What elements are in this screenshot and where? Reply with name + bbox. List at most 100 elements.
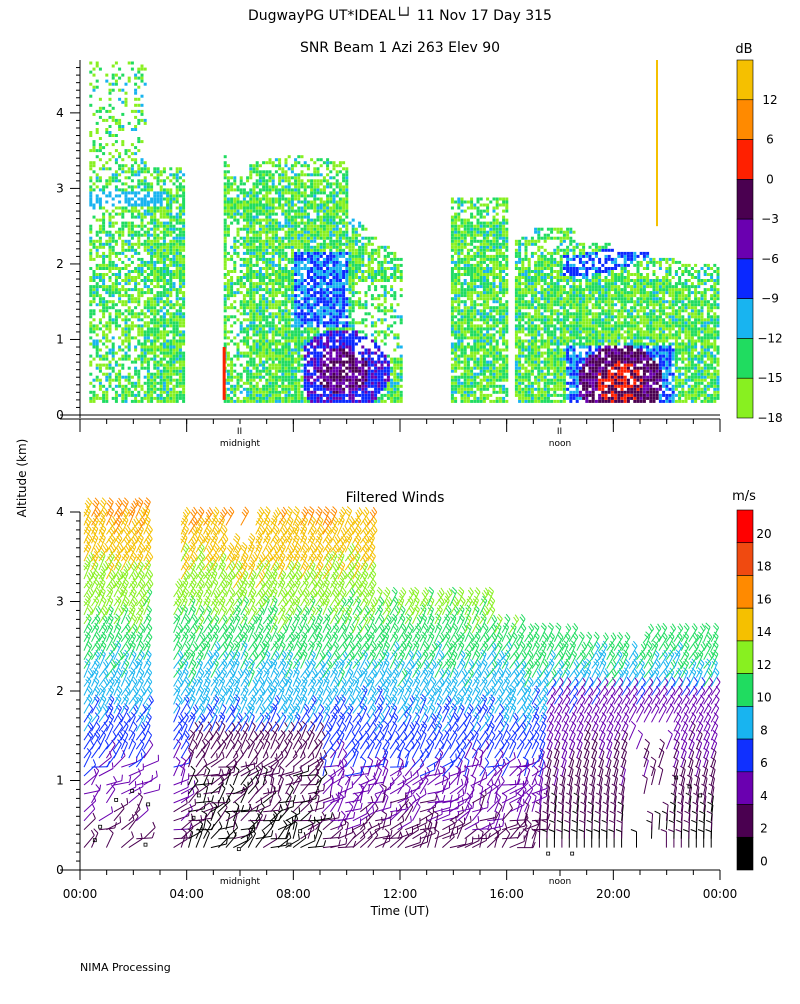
snr-cell — [236, 194, 240, 198]
snr-cell — [162, 273, 166, 276]
snr-cell — [89, 360, 93, 364]
snr-cell — [329, 245, 333, 249]
snr-cell — [265, 215, 269, 219]
snr-cell — [92, 161, 96, 165]
snr-cell — [262, 273, 266, 276]
snr-cell — [159, 342, 163, 346]
snr-cell — [255, 233, 259, 237]
snr-cell — [322, 330, 326, 334]
snr-cell — [255, 306, 259, 310]
snr-cell — [108, 221, 112, 225]
snr-cell — [354, 254, 358, 258]
snr-cell — [252, 342, 256, 346]
snr-cell — [271, 378, 275, 382]
snr-cell — [134, 312, 138, 316]
snr-cell — [156, 375, 160, 379]
snr-cell — [332, 194, 336, 198]
snr-cell — [182, 245, 186, 249]
snr-cell — [143, 300, 147, 304]
snr-cell — [114, 312, 118, 316]
snr-cell — [143, 339, 147, 343]
snr-cell — [230, 221, 234, 225]
snr-cell — [457, 303, 461, 307]
snr-cell — [290, 221, 294, 225]
snr-cell — [329, 384, 333, 388]
snr-cell — [143, 375, 147, 379]
snr-cell — [335, 330, 339, 334]
snr-cell — [358, 221, 362, 225]
snr-cell — [127, 224, 131, 228]
snr-cell — [159, 197, 163, 201]
snr-cell — [460, 288, 464, 292]
snr-cell — [233, 182, 237, 186]
snr-cell — [310, 297, 314, 301]
snr-cell — [230, 360, 234, 364]
snr-cell — [252, 303, 256, 307]
snr-cell — [172, 360, 176, 364]
snr-cell — [274, 300, 278, 304]
snr-cell — [319, 321, 323, 325]
snr-cell — [153, 336, 157, 340]
snr-cell — [460, 384, 464, 388]
snr-cell — [153, 315, 157, 319]
snr-cell — [246, 206, 250, 210]
snr-cell — [377, 309, 381, 313]
snr-cell — [166, 387, 170, 391]
snr-cell — [239, 263, 243, 267]
snr-cell — [236, 209, 240, 213]
snr-cell — [278, 254, 282, 258]
snr-cell — [342, 309, 346, 313]
snr-cell — [278, 348, 282, 352]
snr-cell — [89, 227, 93, 231]
snr-cell — [338, 357, 342, 361]
snr-cell — [130, 300, 134, 304]
snr-cell — [294, 336, 298, 340]
snr-cell — [262, 288, 266, 292]
snr-cell — [457, 251, 461, 255]
snr-cell — [242, 260, 246, 264]
snr-cell — [127, 170, 131, 174]
snr-cell — [332, 260, 336, 264]
snr-cell — [265, 318, 269, 322]
snr-cell — [89, 161, 93, 165]
snr-cell — [153, 209, 157, 213]
snr-cell — [380, 372, 384, 376]
snr-cell — [380, 378, 384, 382]
snr-cell — [351, 360, 355, 364]
snr-cell — [300, 215, 304, 219]
snr-cell — [300, 276, 304, 279]
snr-cell — [377, 254, 381, 258]
snr-cell — [162, 372, 166, 376]
snr-cell — [175, 294, 179, 298]
snr-cell — [284, 276, 288, 279]
snr-cell — [303, 224, 307, 228]
snr-cell — [252, 215, 256, 219]
snr-cell — [150, 372, 154, 376]
snr-cell — [393, 273, 397, 276]
snr-cell — [351, 300, 355, 304]
snr-cell — [178, 309, 182, 313]
snr-cell — [172, 330, 176, 334]
snr-cell — [310, 254, 314, 258]
snr-cell — [457, 348, 461, 352]
snr-cell — [102, 315, 106, 319]
snr-cell — [127, 203, 131, 207]
snr-cell — [159, 393, 163, 397]
snr-cell — [290, 248, 294, 252]
snr-cell — [239, 375, 243, 379]
snr-cell — [102, 342, 106, 346]
snr-cell — [322, 239, 326, 243]
snr-cell — [281, 167, 285, 171]
snr-cell — [316, 185, 320, 189]
snr-cell — [134, 194, 138, 198]
snr-cell — [377, 279, 381, 282]
snr-cell — [338, 375, 342, 379]
snr-cell — [118, 173, 122, 177]
snr-cell — [236, 233, 240, 237]
snr-cell — [319, 342, 323, 346]
snr-cell — [108, 167, 112, 171]
snr-cell — [313, 333, 317, 337]
snr-cell — [143, 276, 147, 279]
snr-cell — [290, 200, 294, 204]
snr-cell — [322, 315, 326, 319]
